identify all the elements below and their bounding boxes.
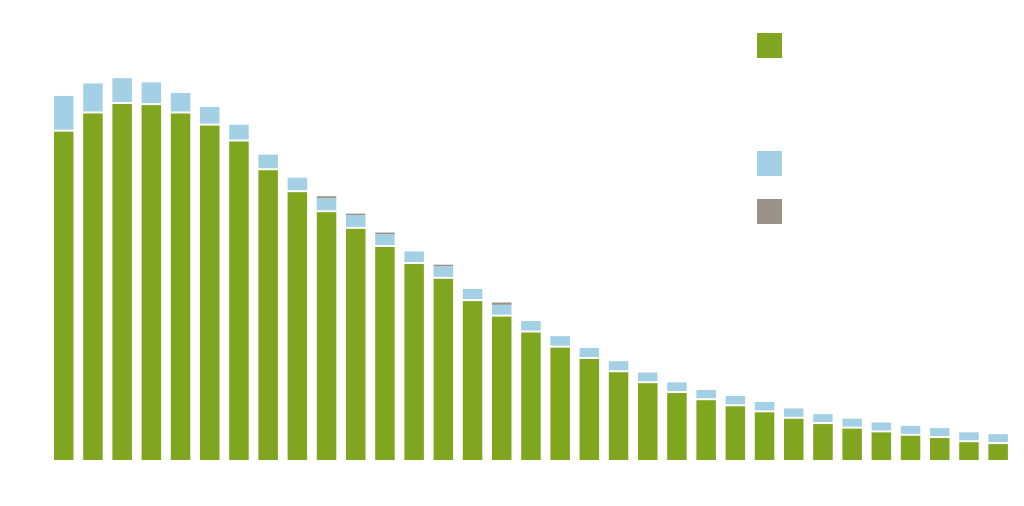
bar-series1-cat11 [346, 228, 366, 460]
bar-series1-cat33 [988, 444, 1008, 460]
bar-series1-cat19 [579, 358, 600, 460]
bar-series1-cat4 [141, 105, 162, 461]
bar-series2-cat19 [579, 347, 600, 357]
bar-series2-cat31 [930, 428, 950, 437]
bar-series1-cat6 [200, 125, 220, 460]
bar-series2-cat28 [842, 418, 862, 427]
bar-series1-cat24 [725, 406, 746, 460]
bar-series2-cat20 [608, 361, 629, 371]
bar-series2-cat4 [141, 82, 162, 104]
bar-series1-cat22 [667, 393, 687, 460]
bar-series2-cat30 [900, 425, 921, 434]
bar-series3-cat14 [433, 264, 454, 267]
bar-series1-cat25 [754, 412, 775, 460]
bar-series2-cat32 [959, 432, 979, 441]
bar-series1-cat20 [608, 372, 629, 460]
bar-series2-cat16 [492, 304, 512, 315]
bar-series1-cat21 [638, 383, 658, 460]
bar-series1-cat10 [316, 212, 337, 460]
bar-series2-cat15 [462, 288, 483, 300]
bar-series1-cat8 [258, 170, 278, 460]
legend-swatch-3 [757, 199, 782, 224]
bar-series1-cat1 [54, 131, 74, 460]
bar-series2-cat1 [54, 95, 74, 130]
bar-series1-cat23 [696, 400, 716, 460]
bar-series1-cat18 [550, 347, 570, 460]
bar-series1-cat3 [112, 104, 132, 461]
bar-series2-cat27 [813, 414, 833, 423]
bar-series1-cat2 [83, 113, 103, 460]
bar-series2-cat13 [404, 251, 424, 263]
legend-swatch-2 [757, 151, 782, 176]
bar-series2-cat25 [754, 402, 775, 411]
bar-series2-cat23 [696, 389, 716, 399]
bar-series3-cat16 [492, 302, 512, 305]
legend [757, 33, 782, 224]
bar-series2-cat8 [258, 154, 278, 169]
bar-series2-cat5 [170, 92, 191, 112]
bar-series1-cat28 [842, 428, 862, 460]
bar-series1-cat5 [170, 113, 191, 460]
bar-series1-cat32 [959, 442, 979, 460]
bar-series1-cat17 [521, 332, 541, 460]
bar-series2-cat17 [521, 321, 541, 331]
bar-series1-cat9 [287, 192, 308, 460]
bar-series1-cat16 [492, 316, 512, 460]
bar-series2-cat26 [784, 408, 804, 417]
bar-series1-cat13 [404, 264, 424, 460]
bar-series2-cat33 [988, 434, 1008, 443]
bar-series2-cat6 [200, 106, 220, 124]
legend-swatch-1 [757, 33, 782, 58]
bar-series2-cat21 [638, 372, 658, 382]
bar-series1-cat29 [871, 432, 892, 460]
bar-series2-cat12 [375, 234, 395, 246]
bar-series2-cat14 [433, 266, 454, 277]
bar-series1-cat12 [375, 247, 395, 460]
bar-series3-cat11 [346, 213, 366, 216]
bars-group [54, 78, 1008, 461]
bar-series2-cat11 [346, 215, 366, 227]
bar-series3-cat12 [375, 232, 395, 235]
bar-series2-cat2 [83, 83, 103, 112]
bar-series1-cat14 [433, 278, 454, 460]
bar-series2-cat18 [550, 336, 570, 346]
bar-series2-cat22 [667, 382, 687, 392]
bar-series1-cat27 [813, 424, 833, 460]
bar-series1-cat26 [784, 418, 804, 460]
bar-series1-cat30 [900, 435, 921, 460]
bar-series2-cat24 [725, 395, 746, 405]
bar-series2-cat3 [112, 78, 132, 103]
bar-series2-cat29 [871, 422, 892, 431]
bar-series1-cat31 [930, 438, 950, 460]
bar-series2-cat7 [229, 124, 249, 140]
bar-series1-cat15 [462, 301, 483, 460]
bar-series2-cat9 [287, 177, 308, 191]
bar-series3-cat10 [316, 196, 337, 199]
bar-series1-cat7 [229, 141, 249, 460]
bar-series2-cat10 [316, 198, 337, 211]
